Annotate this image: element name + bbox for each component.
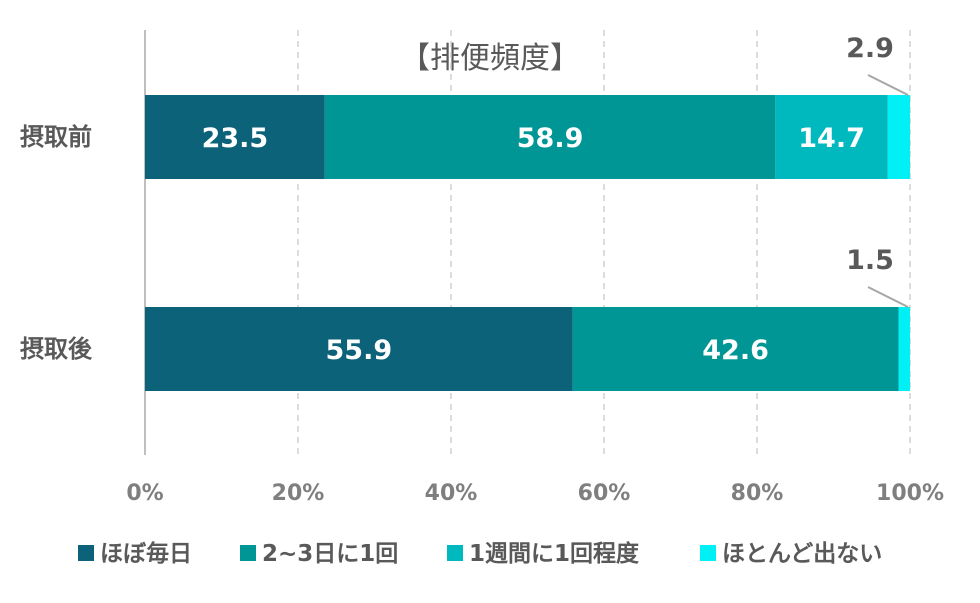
- bar-segment: [775, 95, 888, 179]
- x-tick-label: 80%: [731, 481, 784, 506]
- legend-item: 2~3日に1回: [240, 541, 398, 567]
- leader-line: [867, 286, 909, 308]
- bar-segment: [324, 95, 776, 179]
- legend-swatch: [447, 545, 463, 561]
- bar-segment: [572, 307, 899, 391]
- bars: 23.5 58.9 14.7 55.9 42.6: [145, 95, 910, 391]
- x-tick-label: 0%: [126, 481, 163, 506]
- bar-segment: [898, 307, 910, 391]
- legend-swatch: [78, 545, 94, 561]
- legend-item: ほぼ毎日: [78, 541, 192, 567]
- bar-segment: [145, 307, 573, 391]
- leader-line: [867, 74, 909, 96]
- x-tick-label: 40%: [425, 481, 478, 506]
- x-tick-label: 100%: [876, 481, 944, 506]
- bar-segment: [887, 95, 910, 179]
- x-tick-label: 60%: [578, 481, 631, 506]
- chart-title: 【排便頻度】: [400, 41, 580, 76]
- bar-segment: [145, 95, 325, 179]
- category-label: 摂取前: [20, 123, 92, 151]
- data-label: 55.9: [326, 335, 393, 366]
- legend: ほぼ毎日 2~3日に1回 1週間に1回程度 ほとんど出ない: [78, 540, 882, 567]
- legend-swatch: [240, 545, 256, 561]
- legend-label: ほとんど出ない: [722, 541, 882, 567]
- legend-swatch: [700, 545, 716, 561]
- data-label: 1.5: [846, 245, 894, 276]
- data-label: 58.9: [517, 123, 584, 154]
- data-label: 14.7: [798, 123, 865, 154]
- x-tick-label: 20%: [272, 481, 325, 506]
- data-label: 2.9: [846, 33, 894, 64]
- legend-label: ほぼ毎日: [100, 541, 192, 567]
- legend-item: ほとんど出ない: [700, 541, 882, 567]
- legend-label: 1週間に1回程度: [469, 540, 640, 567]
- data-label: 42.6: [702, 335, 769, 366]
- x-axis-ticks: 0% 20% 40% 60% 80% 100%: [126, 481, 944, 506]
- callouts: 2.9 1.5: [846, 33, 909, 308]
- category-label: 摂取後: [20, 335, 93, 363]
- gridlines: [144, 30, 911, 455]
- legend-item: 1週間に1回程度: [447, 540, 640, 567]
- data-label: 23.5: [202, 123, 269, 154]
- legend-label: 2~3日に1回: [262, 541, 398, 567]
